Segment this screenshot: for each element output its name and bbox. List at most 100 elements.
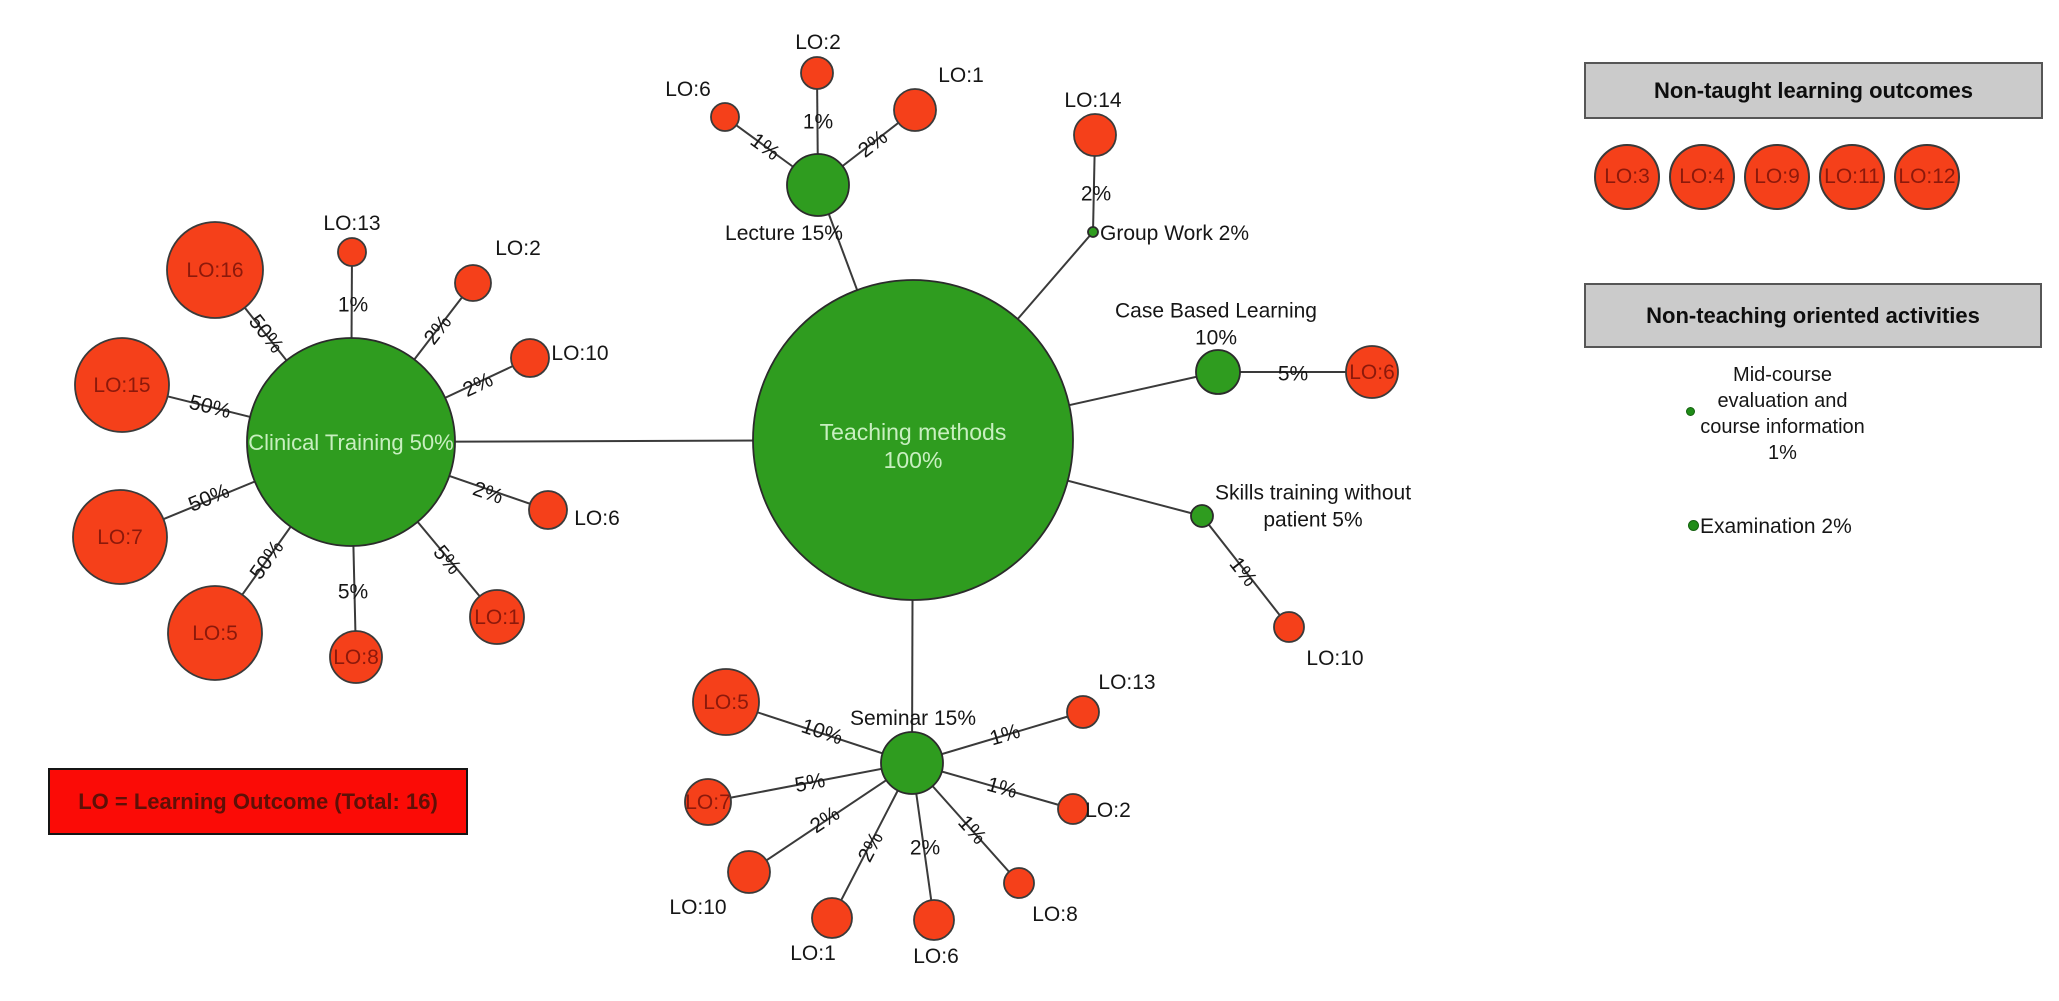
edge-label-sem-s-lo6: 2% [910,837,940,860]
edge-label-ct-c-lo15: 50% [187,391,233,423]
edge-label-ct-c-lo16: 50% [244,310,288,357]
label-c-lo7: LO:7 [97,526,143,549]
label-l-lo2: LO:2 [795,31,841,54]
label-ct: Clinical Training 50% [248,430,453,455]
edge-label-ct-c-lo8: 5% [338,581,368,604]
node-sk [1190,504,1214,528]
examination-dot-icon [1688,520,1699,531]
node-c-lo15 [74,337,170,433]
edge-label-ct-c-lo10: 2% [459,368,496,402]
label-s-lo6: LO:6 [913,945,959,968]
edge-label-lec-l-lo2: 1% [803,111,833,134]
examination-label: Examination 2% [1700,515,1852,538]
label-s-lo1: LO:1 [790,942,836,965]
midcourse-evaluation-label: Mid-course evaluation and course informa… [1700,364,1865,464]
node-l-lo1 [893,88,937,132]
node-c-lo6 [528,490,568,530]
node-s-lo2 [1057,793,1089,825]
label-c-lo8: LO:8 [333,646,379,669]
label-c-lo5: LO:5 [192,622,238,645]
label-l-lo6: LO:6 [665,78,711,101]
non-teaching-activities-header: Non-teaching oriented activities [1584,283,2042,348]
label-c-lo2: LO:2 [495,237,541,260]
label-lec: Lecture 15% [725,222,843,245]
node-c-lo2 [454,264,492,302]
edge-label-ct-c-lo13: 1% [338,294,368,317]
label-l-lo1: LO:1 [938,64,984,87]
non-taught-lo11: LO:11 [1819,144,1885,210]
node-l-lo6 [710,102,740,132]
node-c-lo13 [337,237,367,267]
label-s-lo7: LO:7 [685,791,731,814]
node-s-lo1 [811,897,853,939]
label-s-lo8: LO:8 [1032,903,1078,926]
edge-label-ct-c-lo5: 50% [245,536,288,584]
label-s-lo10: LO:10 [669,896,726,919]
label-sk: Skills training without patient 5% [1215,481,1411,531]
label-c-lo13: LO:13 [323,212,380,235]
edge-sem-s-lo10 [748,762,913,873]
non-taught-outcomes-row: LO:3 LO:4 LO:9 LO:11 LO:12 [1594,144,1960,210]
node-sem [880,731,944,795]
node-lec [786,153,850,217]
non-taught-lo4: LO:4 [1669,144,1735,210]
edge-label-lec-l-lo6: 1% [746,129,784,165]
edge-sk-sk-lo10 [1201,515,1290,628]
label-s-lo2: LO:2 [1085,799,1131,822]
edge-sem-s-lo7 [707,762,913,803]
label-g-lo14: LO:14 [1064,89,1122,112]
node-cb-lo6 [1345,345,1399,399]
edge-label-sem-s-lo1: 2% [854,828,888,866]
node-g-lo14 [1073,113,1117,157]
midcourse-dot-icon [1686,407,1695,416]
node-tm [752,279,1074,601]
label-c-lo10: LO:10 [551,342,608,365]
edge-label-sem-s-lo5: 10% [798,715,845,750]
label-sem: Seminar 15% [850,707,976,730]
node-sk-lo10 [1273,611,1305,643]
label-c-lo16: LO:16 [186,259,243,282]
edge-label-sem-s-lo13: 1% [987,720,1023,751]
label-sk-lo10: LO:10 [1306,647,1363,670]
edge-label-ct-c-lo2: 2% [420,311,457,349]
label-c-lo1: LO:1 [474,606,520,629]
edge-label-sem-s-lo10: 2% [806,802,844,838]
label-tm: Teaching methods 100% [820,419,1007,473]
node-c-lo5 [167,585,263,681]
non-taught-outcomes-header: Non-taught learning outcomes [1584,62,2043,119]
edge-label-sem-s-lo2: 1% [984,773,1019,803]
node-c-lo7 [72,489,168,585]
label-s-lo5: LO:5 [703,691,749,714]
edge-label-ct-c-lo6: 2% [470,477,506,509]
non-taught-lo3: LO:3 [1594,144,1660,210]
node-cb [1195,349,1241,395]
label-c-lo15: LO:15 [93,374,150,397]
label-s-lo13: LO:13 [1098,671,1155,694]
node-s-lo7 [684,778,732,826]
label-cb-lo6: LO:6 [1349,361,1395,384]
node-c-lo10 [510,338,550,378]
non-taught-lo12: LO:12 [1894,144,1960,210]
label-gw: Group Work 2% [1100,222,1249,245]
node-s-lo13 [1066,695,1100,729]
edge-label-cb-cb-lo6: 5% [1278,363,1308,386]
node-s-lo5 [692,668,760,736]
edge-label-sem-s-lo7: 5% [793,769,827,797]
edge-label-gw-g-lo14: 2% [1081,183,1111,206]
node-gw [1087,226,1099,238]
lo-legend-box: LO = Learning Outcome (Total: 16) [48,768,468,835]
node-ct [246,337,456,547]
node-c-lo16 [166,221,264,319]
node-l-lo2 [800,56,834,90]
label-c-lo6: LO:6 [574,507,620,530]
edge-label-ct-c-lo7: 50% [185,479,233,516]
label-cb: Case Based Learning 10% [1115,299,1317,349]
node-s-lo6 [913,899,955,941]
node-c-lo8 [329,630,383,684]
node-c-lo1 [469,589,525,645]
node-s-lo8 [1003,867,1035,899]
non-taught-lo9: LO:9 [1744,144,1810,210]
node-s-lo10 [727,850,771,894]
